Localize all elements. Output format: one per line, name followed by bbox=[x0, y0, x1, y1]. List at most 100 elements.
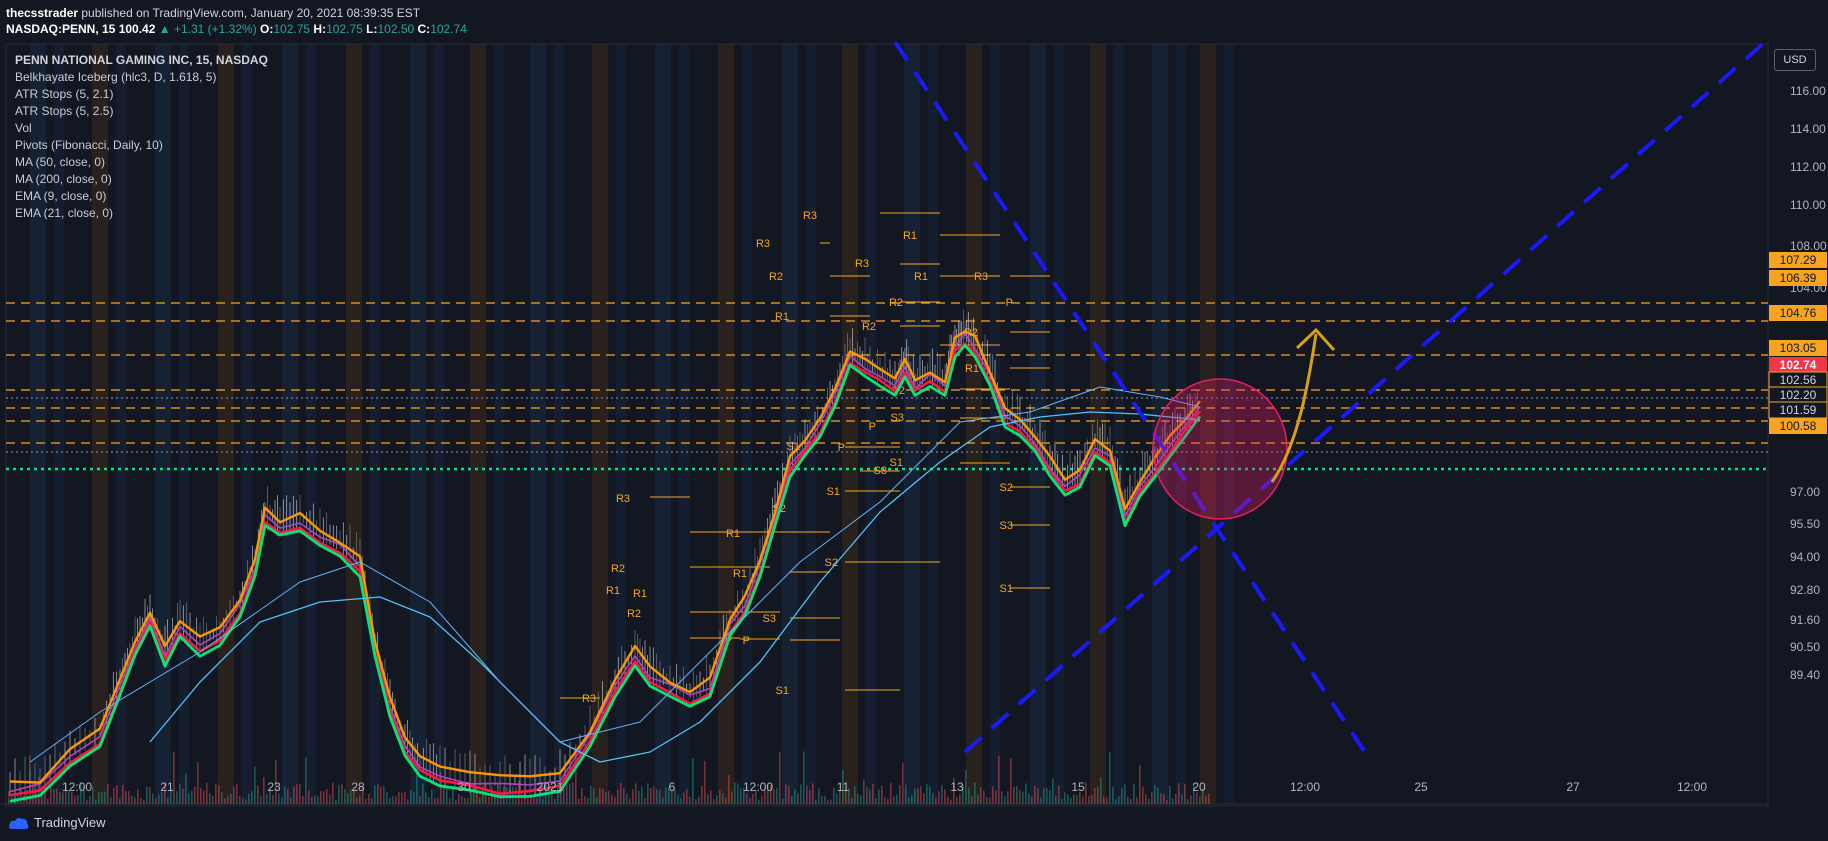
legend-item[interactable]: EMA (9, close, 0) bbox=[15, 189, 107, 203]
volume-bar bbox=[437, 798, 439, 804]
arrow-head[interactable] bbox=[1295, 327, 1336, 352]
currency-button[interactable]: USD bbox=[1774, 49, 1816, 71]
pivot-label: R3 bbox=[616, 493, 630, 505]
bullish-arrow[interactable] bbox=[1270, 333, 1318, 483]
pivot-label: R1 bbox=[733, 568, 747, 580]
session-band bbox=[470, 44, 486, 804]
volume-bar bbox=[980, 787, 982, 804]
volume-bar bbox=[800, 784, 802, 804]
volume-bar bbox=[1028, 793, 1030, 804]
close-label: C: bbox=[417, 22, 431, 36]
volume-bar bbox=[179, 783, 181, 804]
legend-item[interactable]: Belkhayate Iceberg (hlc3, D, 1.618, 5) bbox=[15, 70, 217, 84]
volume-bar bbox=[1100, 777, 1102, 804]
high-label: H: bbox=[313, 22, 327, 36]
volume-bar bbox=[848, 788, 850, 804]
volume-bar bbox=[47, 798, 49, 804]
legend-item[interactable]: ATR Stops (5, 2.5) bbox=[15, 104, 114, 118]
volume-bar bbox=[836, 793, 838, 804]
volume-bar bbox=[428, 796, 430, 804]
volume-bar bbox=[1091, 794, 1093, 804]
session-band bbox=[306, 44, 316, 804]
session-band bbox=[346, 44, 362, 804]
volume-bar bbox=[569, 784, 571, 804]
volume-bar bbox=[488, 796, 490, 804]
volume-bar bbox=[335, 799, 337, 804]
time-axis[interactable]: 12:00 21 23 28 30 2021 6 12:00 11 13 15 20 12:00 25 27… bbox=[62, 780, 1707, 794]
volume-bar bbox=[1151, 792, 1153, 804]
volume-bar bbox=[476, 788, 478, 804]
volume-bar bbox=[1199, 796, 1201, 804]
legend-item[interactable]: ATR Stops (5, 2.1) bbox=[15, 87, 114, 101]
pivot-label: P bbox=[1006, 297, 1013, 309]
volume-bar bbox=[680, 798, 682, 804]
session-band bbox=[990, 44, 1000, 804]
volume-bar bbox=[344, 788, 346, 804]
session-band bbox=[116, 44, 126, 804]
volume-bar bbox=[593, 787, 595, 804]
volume-bar bbox=[452, 786, 454, 804]
volume-bar bbox=[212, 795, 214, 804]
user-drawings[interactable] bbox=[893, 42, 1767, 762]
volume-bar bbox=[1157, 787, 1159, 804]
session-band bbox=[806, 44, 816, 804]
volume-bar bbox=[788, 785, 790, 804]
pivot-label: R1 bbox=[903, 230, 917, 242]
publisher-name[interactable]: thecsstrader bbox=[6, 6, 79, 20]
pivot-label: R3 bbox=[582, 693, 596, 705]
price-tag bbox=[1769, 340, 1827, 356]
ma-200-line bbox=[149, 411, 1201, 763]
volume-bar bbox=[665, 787, 667, 804]
price-tick: 108.00 bbox=[1790, 239, 1827, 253]
price-tick: 95.50 bbox=[1790, 517, 1820, 531]
legend-item[interactable]: Vol bbox=[15, 121, 32, 135]
price-axis[interactable]: 116.00114.00112.00110.00108.00104.0098.5… bbox=[1768, 84, 1828, 682]
volume-bar bbox=[272, 795, 274, 804]
volume-bar bbox=[752, 793, 754, 804]
legend-item[interactable]: Pivots (Fibonacci, Daily, 10) bbox=[15, 138, 163, 152]
volume-bar bbox=[1055, 795, 1057, 804]
volume-bar bbox=[821, 795, 823, 804]
pivot-label: R3 bbox=[756, 238, 770, 250]
volume-bar bbox=[137, 788, 139, 804]
volume-bar bbox=[662, 797, 664, 804]
volume-bar bbox=[1196, 792, 1198, 804]
legend-item[interactable]: MA (50, close, 0) bbox=[15, 155, 106, 169]
time-tick: 28 bbox=[351, 780, 365, 794]
legend-item[interactable]: EMA (21, close, 0) bbox=[15, 206, 114, 220]
price-tag-label: 102.20 bbox=[1780, 388, 1817, 402]
volume-bar bbox=[1010, 758, 1012, 804]
low-label: L: bbox=[366, 22, 378, 36]
volume-bar bbox=[590, 785, 592, 804]
session-band bbox=[370, 44, 380, 804]
symbol-ohlc-line: NASDAQ:PENN, 15 100.42 ▲ +1.31 (+1.32%) … bbox=[6, 22, 467, 36]
indicator-legend: PENN NATIONAL GAMING INC, 15, NASDAQ Bel… bbox=[15, 52, 268, 222]
volume-bar bbox=[830, 799, 832, 804]
session-band bbox=[742, 44, 752, 804]
highlight-circle[interactable] bbox=[1152, 378, 1288, 520]
volume-bar bbox=[872, 783, 874, 804]
volume-bar bbox=[926, 783, 928, 804]
volume-bar bbox=[410, 790, 412, 804]
time-tick: 12:00 bbox=[743, 780, 773, 794]
volume-bar bbox=[899, 785, 901, 804]
session-band bbox=[1030, 44, 1046, 804]
price-tick: 110.00 bbox=[1790, 198, 1826, 212]
volume-bar bbox=[92, 786, 94, 804]
volume-bar bbox=[113, 788, 115, 804]
volume-bar bbox=[1001, 791, 1003, 804]
volume-bar bbox=[1154, 784, 1156, 804]
volume-bar bbox=[866, 786, 868, 804]
legend-item[interactable]: MA (200, close, 0) bbox=[15, 172, 112, 186]
tradingview-logo[interactable]: TradingView bbox=[8, 815, 106, 830]
volume-bar bbox=[623, 788, 625, 804]
uptrend-line[interactable] bbox=[963, 42, 1767, 754]
volume-bar bbox=[110, 797, 112, 804]
volume-bar bbox=[203, 790, 205, 804]
volume-bar bbox=[161, 792, 163, 804]
volume-bar bbox=[935, 797, 937, 804]
volume-bar bbox=[527, 797, 529, 804]
volume-bar bbox=[1205, 795, 1207, 804]
volume-bar bbox=[8, 791, 10, 804]
